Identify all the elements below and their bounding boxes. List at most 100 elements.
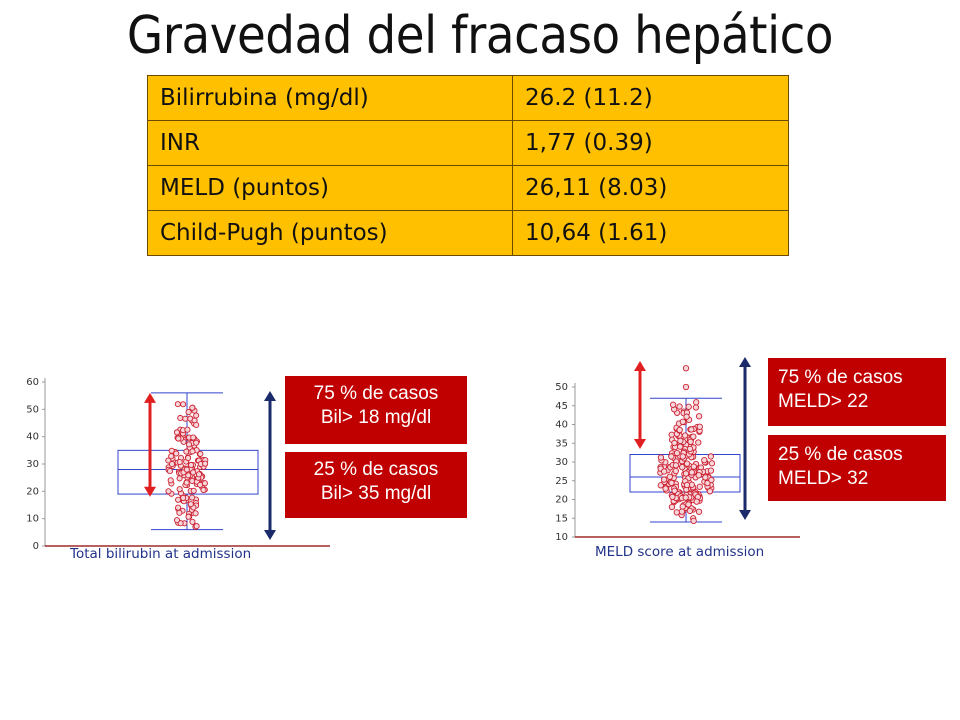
data-point <box>193 439 200 446</box>
x-axis-label: MELD score at admission <box>595 544 764 560</box>
data-point <box>193 421 200 428</box>
callout-line: 75 % de casos <box>313 383 439 404</box>
arrow-head-down <box>739 510 751 520</box>
red-range-arrow <box>144 392 156 497</box>
data-point <box>678 508 686 515</box>
callout-line: Bil> 35 mg/dl <box>320 483 432 504</box>
y-tick-label: 10 <box>26 514 39 525</box>
data-point <box>686 507 694 515</box>
data-point <box>189 404 196 411</box>
data-point <box>189 494 196 501</box>
data-point <box>185 513 192 520</box>
table-cell-label: Child-Pugh (puntos) <box>147 210 513 256</box>
callout-line: MELD> 32 <box>778 468 869 489</box>
arrow-head-up <box>634 361 646 371</box>
data-point <box>706 488 714 495</box>
table-cell-value: 10,64 (1.61) <box>512 210 789 256</box>
outlier-point <box>682 383 690 391</box>
x-axis-label: Total bilirubin at admission <box>69 546 251 562</box>
data-point <box>693 498 700 505</box>
data-point <box>679 453 686 460</box>
y-tick-label: 60 <box>26 377 39 388</box>
data-point <box>692 404 700 411</box>
y-tick-label: 25 <box>555 476 568 487</box>
navy-range-arrow <box>264 391 276 540</box>
data-point <box>177 414 184 422</box>
data-point <box>682 494 689 501</box>
data-point <box>690 463 697 470</box>
data-point <box>183 479 190 486</box>
data-point <box>679 418 687 425</box>
callout-bil-lower: 25 % de casos Bil> 35 mg/dl <box>285 452 467 518</box>
callout-meld-lower: 25 % de casos MELD> 32 <box>768 435 946 501</box>
data-point <box>693 399 700 406</box>
data-point <box>166 468 173 475</box>
data-point <box>202 460 209 467</box>
arrow-head-down <box>634 439 646 449</box>
data-point <box>676 403 683 410</box>
data-point <box>677 437 684 445</box>
data-point <box>176 486 183 493</box>
data-point <box>662 485 669 492</box>
data-point <box>708 460 716 467</box>
data-point <box>195 471 203 478</box>
callout-line: Bil> 18 mg/dl <box>320 407 432 428</box>
data-point <box>676 426 683 434</box>
data-point <box>685 403 692 410</box>
data-point <box>168 461 176 468</box>
data-point <box>197 481 204 488</box>
data-point <box>167 477 174 484</box>
data-point <box>686 445 694 453</box>
arrow-head-down <box>144 486 156 497</box>
callout-line: 75 % de casos <box>778 367 903 388</box>
arrow-head-down <box>264 530 276 540</box>
data-point <box>180 401 187 408</box>
data-point <box>669 493 676 500</box>
data-point <box>175 435 182 442</box>
data-point <box>190 434 197 441</box>
data-point <box>683 481 691 489</box>
y-tick-label: 30 <box>26 459 39 470</box>
data-point <box>175 496 182 503</box>
data-point <box>668 453 675 460</box>
y-tick-label: 45 <box>555 401 568 412</box>
slide-title: Gravedad del fracaso hepático <box>126 6 834 66</box>
data-point <box>695 508 703 515</box>
data-point <box>165 457 172 464</box>
y-tick-label: 35 <box>555 438 568 449</box>
data-point <box>695 439 702 446</box>
table-cell-label: MELD (puntos) <box>147 165 513 211</box>
data-point <box>688 426 695 433</box>
data-point <box>657 454 665 461</box>
data-point <box>682 470 690 477</box>
table-row: Bilirrubina (mg/dl) 26.2 (11.2) <box>147 75 789 121</box>
data-point <box>673 509 680 516</box>
data-point <box>173 429 180 436</box>
data-point <box>696 423 703 430</box>
y-tick-label: 50 <box>26 404 39 415</box>
navy-range-arrow <box>739 357 751 520</box>
y-tick-label: 15 <box>555 513 568 524</box>
data-point <box>175 504 182 511</box>
data-point <box>683 413 690 420</box>
arrow-head-up <box>739 357 751 367</box>
y-tick-label: 0 <box>33 541 39 552</box>
arrow-head-up <box>264 391 276 401</box>
data-point <box>193 523 200 530</box>
data-point <box>702 474 709 481</box>
data-point <box>185 454 192 462</box>
data-point <box>679 503 686 510</box>
y-tick-label: 20 <box>555 495 568 506</box>
callout-line: 25 % de casos <box>313 459 439 480</box>
y-tick-label: 30 <box>555 457 568 468</box>
data-point <box>681 432 689 439</box>
data-point <box>661 468 668 475</box>
summary-table: Bilirrubina (mg/dl) 26.2 (11.2) INR 1,77… <box>147 75 789 256</box>
data-point <box>677 443 684 450</box>
data-point <box>192 510 199 517</box>
table-row: Child-Pugh (puntos) 10,64 (1.61) <box>147 210 789 256</box>
data-point <box>200 486 207 494</box>
data-point <box>687 438 694 445</box>
callout-meld-upper: 75 % de casos MELD> 22 <box>768 358 946 426</box>
data-point <box>173 517 181 524</box>
